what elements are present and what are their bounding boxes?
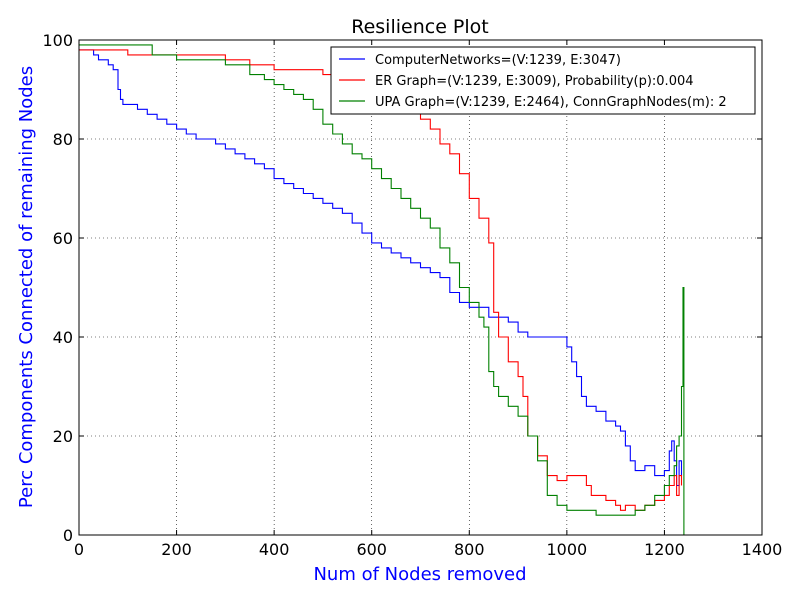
y-tick-label: 100 xyxy=(42,31,73,50)
x-tick-label: 600 xyxy=(356,540,387,559)
legend-label-2: UPA Graph=(V:1239, E:2464), ConnGraphNod… xyxy=(375,95,727,110)
x-tick-label: 800 xyxy=(454,540,485,559)
y-tick-label: 0 xyxy=(63,526,73,545)
series-line-2 xyxy=(79,44,685,535)
legend-label-0: ComputerNetworks=(V:1239, E:3047) xyxy=(375,53,621,68)
legend-box xyxy=(330,46,756,115)
y-axis-title: Perc Components Connected of remaining N… xyxy=(16,66,37,508)
axis-ticks: 0 200 400 600 800 1000 1200 1400 0 20 40 60 80 100 xyxy=(42,31,782,559)
series-line-0 xyxy=(79,49,683,487)
legend-label-1: ER Graph=(V:1239, E:3009), Probability(p… xyxy=(375,74,694,89)
x-tick-label: 1400 xyxy=(742,540,783,559)
plot-frame xyxy=(78,39,763,536)
y-tick-label: 60 xyxy=(53,229,73,248)
x-axis-title: Num of Nodes removed xyxy=(313,564,526,585)
x-tick-label: 400 xyxy=(259,540,290,559)
y-tick-label: 80 xyxy=(53,130,73,149)
x-tick-label: 1200 xyxy=(644,540,685,559)
x-tick-label: 1000 xyxy=(546,540,587,559)
y-tick-label: 20 xyxy=(53,427,73,446)
x-tick-label: 200 xyxy=(161,540,192,559)
x-tick-label: 0 xyxy=(74,540,84,559)
chart-title: Resilience Plot xyxy=(351,16,489,38)
legend: ComputerNetworks=(V:1239, E:3047) ER Grap… xyxy=(330,46,756,115)
y-tick-label: 40 xyxy=(53,328,73,347)
